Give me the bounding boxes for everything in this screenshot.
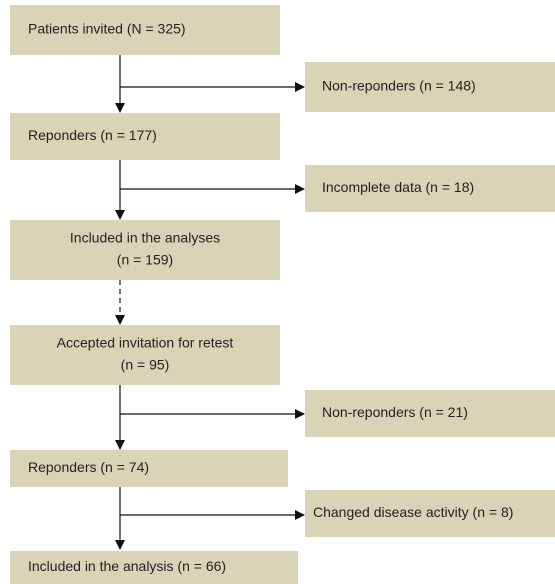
node-label: Included in the analysis (n = 66) (28, 558, 226, 574)
node-box (10, 5, 280, 55)
node-label: Non-reponders (n = 21) (322, 404, 468, 420)
node-label: Accepted invitation for retest (57, 335, 234, 351)
node-box (305, 165, 555, 212)
node-box (10, 325, 280, 385)
node-box (305, 390, 555, 437)
node-box (10, 113, 280, 160)
node-label: Patients invited (N = 325) (28, 21, 186, 37)
node-box (305, 490, 555, 537)
node: Included in the analyses (n = 159) (10, 220, 280, 280)
node-label: (n = 95) (121, 357, 170, 373)
node-box (10, 220, 280, 280)
node-box (305, 62, 555, 112)
node-label: Included in the analyses (70, 230, 220, 246)
node: Accepted invitation for retest (n = 95) (10, 325, 280, 385)
node-label: Incomplete data (n = 18) (322, 179, 474, 195)
node-label: Reponders (n = 74) (28, 459, 149, 475)
node: Reponders (n = 74) (10, 450, 288, 487)
node: Changed disease activity (n = 8) (305, 490, 555, 537)
node-label: (n = 159) (117, 252, 173, 268)
node: Incomplete data (n = 18) (305, 165, 555, 212)
node: Reponders (n = 177) (10, 113, 280, 160)
node-label: Changed disease activity (n = 8) (313, 504, 513, 520)
node: Non-reponders (n = 148) (305, 62, 555, 112)
node-label: Non-reponders (n = 148) (322, 78, 476, 94)
connectors (115, 55, 305, 550)
node-label: Reponders (n = 177) (28, 127, 157, 143)
node-box (10, 551, 298, 584)
node-box (10, 450, 288, 487)
node: Patients invited (N = 325) (10, 5, 280, 55)
node: Non-reponders (n = 21) (305, 390, 555, 437)
node: Included in the analysis (n = 66) (10, 551, 298, 584)
